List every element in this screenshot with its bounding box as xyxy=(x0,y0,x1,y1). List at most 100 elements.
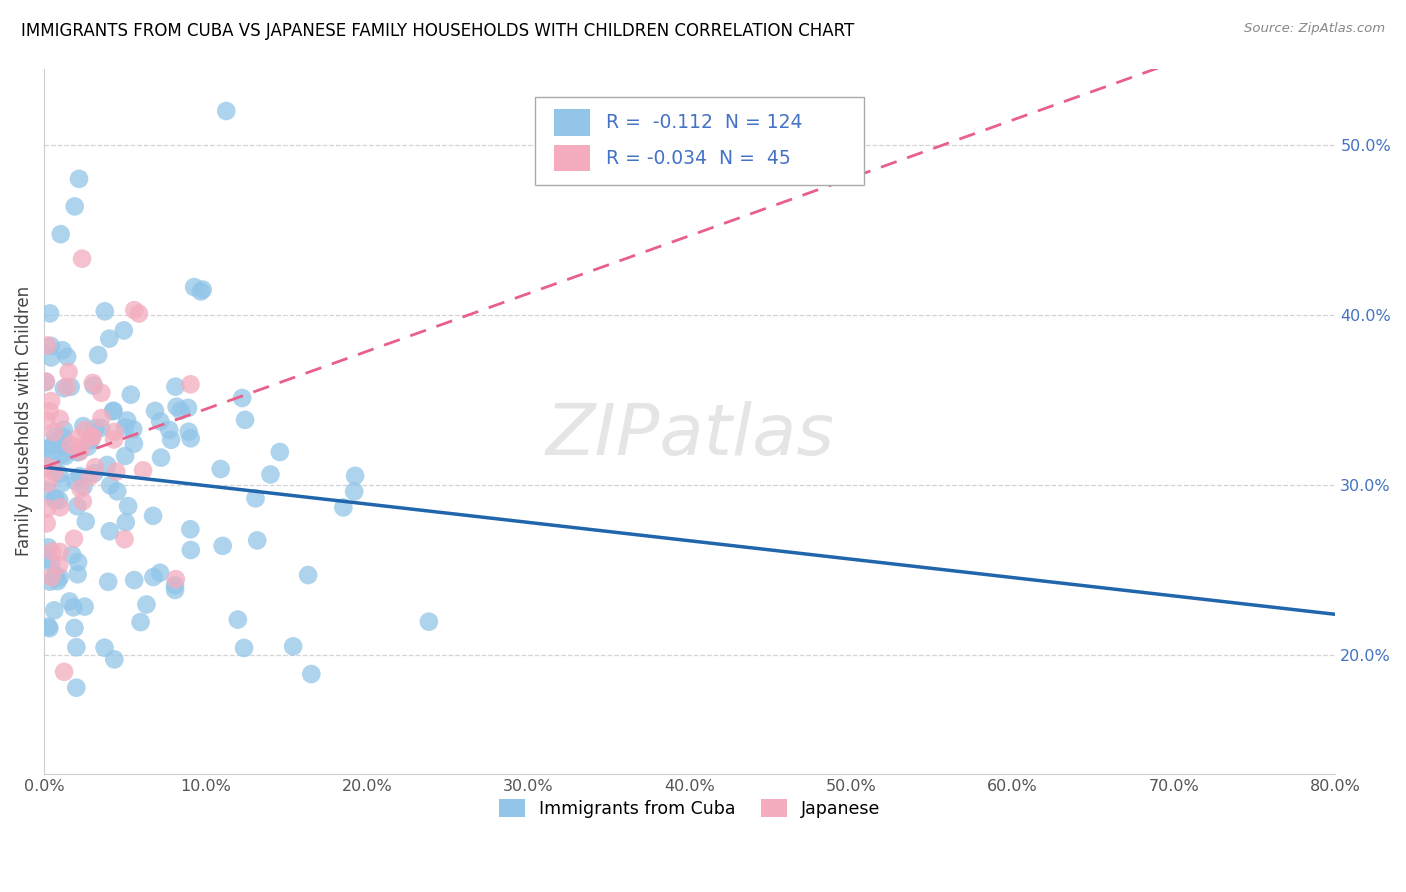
Point xyxy=(67,172,90,186)
Point xyxy=(70,252,93,266)
Point xyxy=(42,458,65,473)
Point xyxy=(149,414,172,428)
Point xyxy=(90,385,112,400)
Point xyxy=(46,574,69,589)
Point xyxy=(114,449,136,463)
Point xyxy=(62,600,84,615)
Point xyxy=(56,350,79,364)
Point xyxy=(46,434,69,448)
Point xyxy=(80,430,103,444)
Point xyxy=(48,558,70,573)
Point xyxy=(67,445,90,459)
Point xyxy=(51,476,73,491)
Point xyxy=(39,306,62,320)
Point xyxy=(122,573,145,587)
Point xyxy=(82,376,104,390)
Point xyxy=(103,652,125,666)
Point xyxy=(42,466,65,480)
Point xyxy=(37,475,59,490)
Point xyxy=(122,436,145,450)
Point xyxy=(37,501,59,516)
Point xyxy=(177,401,200,415)
Point xyxy=(142,570,165,584)
Point xyxy=(143,404,166,418)
Point xyxy=(63,621,86,635)
Point xyxy=(80,433,103,447)
Point xyxy=(129,615,152,629)
Point xyxy=(98,478,121,492)
Point xyxy=(103,433,125,447)
Point xyxy=(128,307,150,321)
Point xyxy=(38,621,60,635)
Point xyxy=(87,348,110,362)
Point xyxy=(35,375,58,389)
Point xyxy=(96,458,118,472)
Point xyxy=(149,566,172,580)
Point xyxy=(49,227,72,242)
Point xyxy=(90,421,112,435)
Point xyxy=(48,545,70,559)
Point xyxy=(59,380,82,394)
Legend: Immigrants from Cuba, Japanese: Immigrants from Cuba, Japanese xyxy=(492,792,887,825)
Point xyxy=(63,474,86,488)
Point xyxy=(299,667,322,681)
Point xyxy=(190,285,212,299)
Point xyxy=(215,103,238,118)
Point xyxy=(115,413,138,427)
Point xyxy=(67,431,90,445)
Point xyxy=(35,459,58,474)
Point xyxy=(63,532,86,546)
Point xyxy=(72,494,94,508)
Point xyxy=(35,516,58,531)
Point xyxy=(157,423,180,437)
Point xyxy=(70,439,93,453)
Point xyxy=(37,338,59,352)
Point xyxy=(103,425,125,439)
Point xyxy=(343,484,366,499)
Text: ZIPatlas: ZIPatlas xyxy=(546,401,834,470)
Point xyxy=(75,423,97,437)
Point xyxy=(165,582,187,597)
Point xyxy=(44,429,66,443)
Point xyxy=(84,421,107,435)
Point xyxy=(45,567,67,582)
Point xyxy=(49,500,72,515)
Point xyxy=(117,499,139,513)
Point xyxy=(150,450,173,465)
Point xyxy=(41,570,63,584)
Point xyxy=(83,467,105,481)
Point xyxy=(39,574,62,589)
Point xyxy=(52,423,75,437)
Point xyxy=(65,681,87,695)
Point xyxy=(120,387,142,401)
Point xyxy=(69,469,91,483)
Point xyxy=(72,419,94,434)
Point xyxy=(35,483,58,497)
Point xyxy=(60,548,83,562)
Point xyxy=(179,522,201,536)
Point xyxy=(51,440,73,454)
Point xyxy=(38,404,60,418)
Point xyxy=(211,539,233,553)
Point xyxy=(233,640,256,655)
FancyBboxPatch shape xyxy=(554,145,591,171)
Point xyxy=(114,516,136,530)
Point xyxy=(67,555,90,569)
Point xyxy=(35,375,58,389)
Point xyxy=(69,444,91,458)
Point xyxy=(39,351,62,365)
Point xyxy=(281,640,304,654)
Point xyxy=(135,598,157,612)
Point xyxy=(58,594,80,608)
Point xyxy=(103,403,125,417)
Point xyxy=(297,568,319,582)
Point xyxy=(49,412,72,426)
Point xyxy=(82,429,104,443)
Point xyxy=(132,463,155,477)
Point xyxy=(51,448,73,462)
Point xyxy=(231,391,253,405)
Point xyxy=(97,574,120,589)
Y-axis label: Family Households with Children: Family Households with Children xyxy=(15,286,32,557)
Point xyxy=(51,343,73,358)
Point xyxy=(63,199,86,213)
